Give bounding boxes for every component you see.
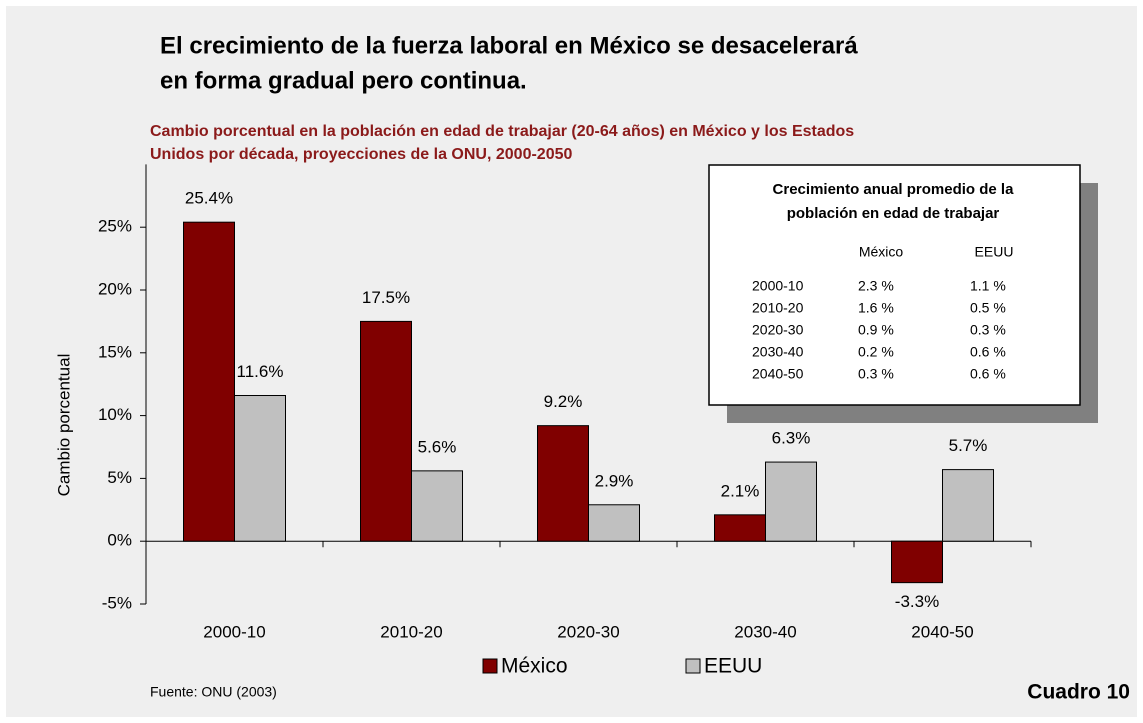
data-label: 25.4% (185, 189, 233, 208)
x-tick-label: 2030-40 (734, 622, 796, 641)
y-tick-label: 0% (107, 531, 132, 550)
bar (537, 425, 589, 542)
data-label: 6.3% (772, 429, 811, 448)
data-label: 17.5% (362, 288, 410, 307)
inset-cell: 2000-10 (752, 278, 804, 294)
inset-cell: 2020-30 (752, 322, 804, 338)
data-label: 2.1% (721, 481, 760, 500)
data-label: 11.6% (237, 362, 284, 381)
inset-cell: 0.5 % (970, 300, 1006, 316)
inset-cell: 2010-20 (752, 300, 804, 316)
bar (588, 504, 640, 542)
legend-swatch (685, 658, 701, 674)
bar (234, 395, 286, 542)
bar (411, 470, 463, 542)
bar (714, 514, 766, 542)
inset-title: población en edad de trabajar (787, 205, 1000, 222)
inset-cell: 0.6 % (970, 344, 1006, 360)
data-label: 9.2% (544, 392, 583, 411)
y-axis-label: Cambio porcentual (54, 354, 73, 497)
x-tick-label: 2020-30 (557, 622, 619, 641)
bar (765, 461, 817, 542)
data-label: -3.3% (895, 592, 939, 611)
y-tick-label: 5% (107, 468, 132, 487)
inset-cell: 2.3 % (858, 278, 894, 294)
legend-label: EEUU (704, 655, 762, 678)
y-tick-label: 20% (98, 279, 132, 298)
data-label: 5.7% (949, 436, 988, 455)
legend-swatch (482, 658, 498, 674)
chart-subtitle: Cambio porcentual en la población en eda… (150, 123, 854, 140)
y-tick-label: 10% (98, 405, 132, 424)
chart-title: El crecimiento de la fuerza laboral en M… (160, 32, 858, 59)
inset-cell: 0.3 % (858, 366, 894, 382)
inset-title: Crecimiento anual promedio de la (773, 181, 1015, 198)
source: Fuente: ONU (2003) (150, 684, 277, 700)
inset-cell: 1.6 % (858, 300, 894, 316)
y-tick-label: 25% (98, 217, 132, 236)
bar (891, 540, 943, 584)
inset-cell: 0.6 % (970, 366, 1006, 382)
x-tick-label: 2040-50 (911, 622, 973, 641)
inset-cell: 2030-40 (752, 344, 804, 360)
inset-cell: 0.9 % (858, 322, 894, 338)
x-tick-label: 2010-20 (380, 622, 442, 641)
inset-box (708, 164, 1081, 406)
data-label: 5.6% (418, 437, 457, 456)
inset-column-header: EEUU (975, 244, 1014, 260)
inset-column-header: México (859, 244, 904, 260)
y-tick-label: 15% (98, 342, 132, 361)
chart-subtitle: Unidos por década, proyecciones de la ON… (150, 146, 572, 163)
figure-label: Cuadro 10 (1027, 681, 1130, 704)
inset-cell: 0.2 % (858, 344, 894, 360)
bar (942, 469, 994, 542)
legend-label: México (501, 655, 568, 678)
data-label: 2.9% (595, 471, 634, 490)
x-tick-label: 2000-10 (203, 622, 265, 641)
inset-cell: 0.3 % (970, 322, 1006, 338)
y-tick-label: -5% (102, 593, 132, 612)
chart-title: en forma gradual pero continua. (160, 67, 527, 94)
inset-cell: 2040-50 (752, 366, 804, 382)
bar (360, 320, 412, 542)
inset-cell: 1.1 % (970, 278, 1006, 294)
bar (183, 221, 235, 542)
